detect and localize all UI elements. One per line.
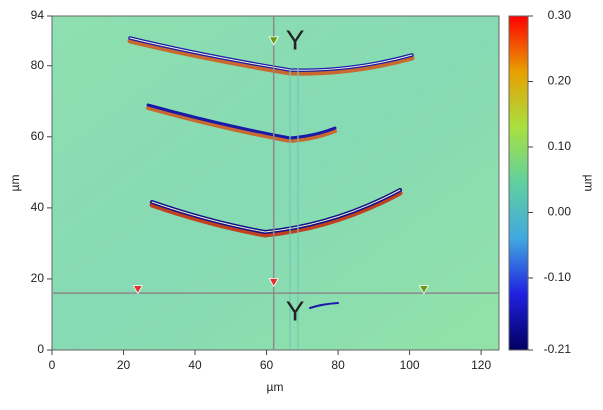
y-tick-label: 60 [31, 129, 45, 143]
x-tick-label: 100 [400, 358, 420, 372]
colorbar [508, 15, 529, 351]
x-tick-label: 0 [49, 358, 56, 372]
colorbar-tick-label: -0.10 [544, 270, 572, 284]
y-tick-label: 94 [31, 8, 45, 22]
x-tick-label: 60 [260, 358, 274, 372]
x-tick-label: 120 [471, 358, 491, 372]
marker [132, 285, 144, 295]
y-tick-label: 0 [37, 342, 44, 356]
cursor-label: Y [286, 24, 305, 55]
colorbar-tick-label: 0.10 [548, 139, 572, 153]
colorbar-tick-label: 0.20 [548, 74, 572, 88]
colorbar-tick-label: 0.30 [548, 8, 572, 22]
x-tick-label: 80 [331, 358, 345, 372]
y-tick-label: 20 [31, 271, 45, 285]
x-tick-label: 20 [117, 358, 131, 372]
cursor-label: Y [286, 296, 305, 327]
colorbar-tick-label: -0.21 [544, 342, 572, 356]
marker [268, 278, 279, 288]
marker [418, 285, 430, 295]
colorbar-label: µm [582, 175, 596, 192]
y-tick-label: 80 [31, 58, 45, 72]
marker [268, 36, 279, 46]
x-axis-label: µm [267, 380, 284, 394]
y-tick-label: 40 [31, 200, 45, 214]
y-axis-label: µm [8, 175, 22, 192]
height-image [52, 16, 499, 350]
x-tick-label: 40 [188, 358, 202, 372]
colorbar-tick-label: 0.00 [548, 205, 572, 219]
